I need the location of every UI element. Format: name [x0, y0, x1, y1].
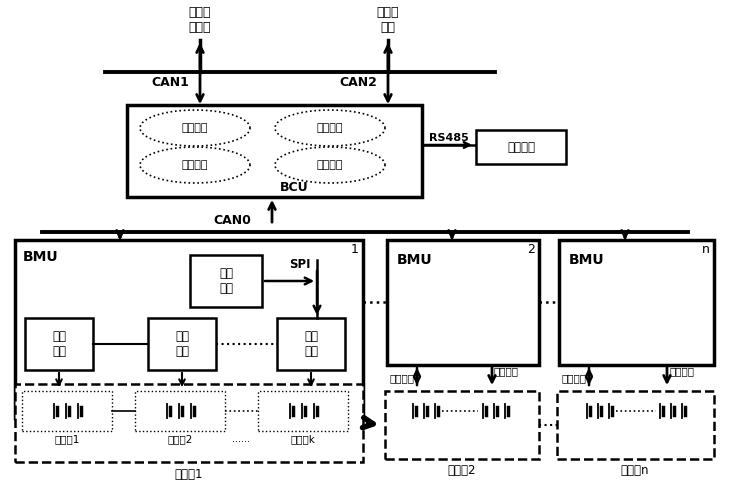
Text: 电池砖1: 电池砖1: [54, 434, 80, 444]
Text: 电池组2: 电池组2: [448, 465, 477, 478]
Text: 均衡管理: 均衡管理: [494, 366, 519, 376]
Text: 状态判定: 状态判定: [182, 160, 208, 170]
Text: 状态采集: 状态采集: [390, 373, 415, 383]
Bar: [277, 318, 345, 370]
Text: 充电机
系统: 充电机 系统: [376, 6, 399, 34]
Text: 采集
芯片: 采集 芯片: [175, 330, 189, 358]
Bar: [559, 240, 714, 365]
Text: 状态采集: 状态采集: [182, 123, 208, 133]
Bar: [15, 384, 363, 462]
Text: 2: 2: [527, 243, 535, 255]
Text: 采集
芯片: 采集 芯片: [304, 330, 318, 358]
Text: CAN1: CAN1: [151, 76, 189, 89]
Text: 电池组1: 电池组1: [175, 468, 203, 481]
Text: BCU: BCU: [280, 180, 308, 194]
Text: 状态采集: 状态采集: [562, 373, 587, 383]
Text: CAN2: CAN2: [339, 76, 377, 89]
Text: SPI: SPI: [289, 258, 311, 271]
Bar: [148, 318, 216, 370]
Text: 电池组n: 电池组n: [621, 465, 649, 478]
Text: 电池砖k: 电池砖k: [290, 434, 316, 444]
Text: 采集
芯片: 采集 芯片: [52, 330, 66, 358]
Text: BMU: BMU: [569, 253, 605, 267]
Text: BMU: BMU: [397, 253, 433, 267]
Text: CAN0: CAN0: [213, 214, 251, 227]
Bar: [15, 240, 363, 418]
Text: 触屏显示: 触屏显示: [507, 140, 535, 153]
Text: 状态观测: 状态观测: [317, 123, 344, 133]
Bar: [22, 391, 112, 431]
Text: RS485: RS485: [429, 133, 469, 143]
Bar: [387, 240, 539, 365]
Text: 控制
芯片: 控制 芯片: [219, 267, 233, 295]
Bar: [25, 318, 93, 370]
Text: 电池砖2: 电池砖2: [167, 434, 193, 444]
Text: 1: 1: [351, 243, 359, 255]
Text: 车载电
驱系统: 车载电 驱系统: [189, 6, 211, 34]
Bar: [557, 391, 714, 459]
Bar: [127, 105, 422, 197]
Text: n: n: [702, 243, 710, 255]
Bar: [476, 130, 566, 164]
Bar: [385, 391, 539, 459]
Bar: [190, 255, 262, 307]
Bar: [258, 391, 348, 431]
Bar: [135, 391, 225, 431]
Text: BMU: BMU: [23, 250, 58, 264]
Text: 均衡管理: 均衡管理: [669, 366, 694, 376]
Text: 数据交互: 数据交互: [317, 160, 344, 170]
Text: ......: ......: [232, 434, 250, 444]
